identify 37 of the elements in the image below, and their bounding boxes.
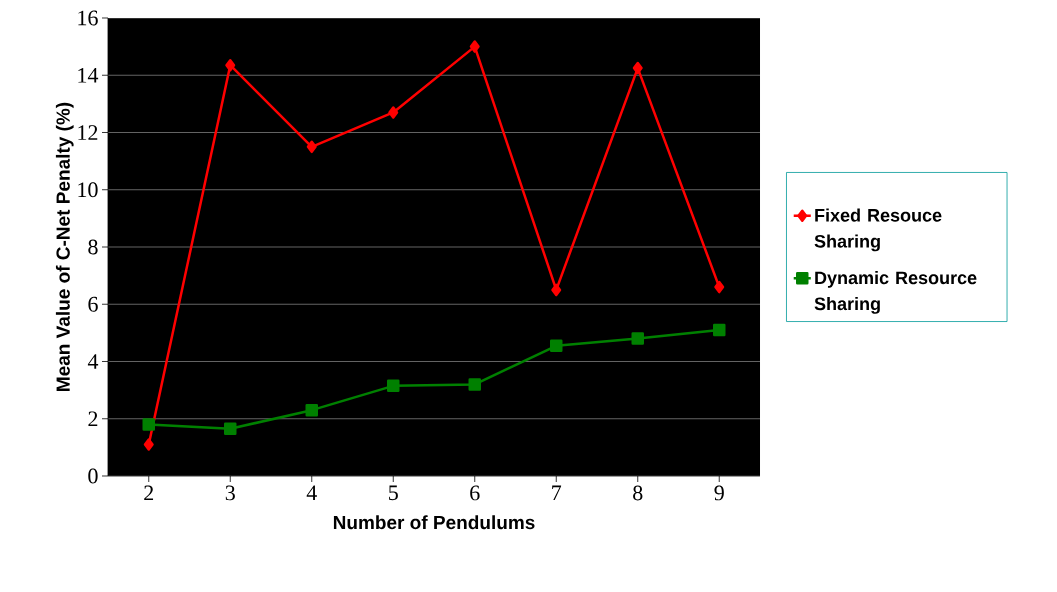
point — [142, 418, 155, 431]
point — [551, 283, 562, 297]
x-tick-label: 6 — [470, 485, 480, 501]
y-tick-label: 8 — [88, 239, 98, 255]
x-tick-label: 4 — [306, 485, 317, 501]
x-tick-label: 2 — [144, 485, 154, 501]
x-tick-label: 9 — [714, 485, 724, 501]
y-tick-label: 10 — [78, 182, 98, 198]
y-tick-label: 2 — [88, 411, 98, 427]
point — [469, 40, 480, 53]
y-tick-label: 12 — [78, 125, 98, 140]
x-tick-label: 8 — [633, 485, 643, 501]
point — [224, 422, 237, 436]
point — [388, 106, 399, 119]
y-tick-label: 0 — [88, 468, 98, 484]
point — [632, 61, 643, 75]
point — [631, 332, 644, 345]
y-tick-label: 16 — [78, 10, 98, 26]
point — [305, 403, 318, 417]
legend-label: Fixed Resouce Sharing — [814, 208, 942, 252]
y-axis-title: Mean Value of C-Net Penalty (%) — [55, 102, 74, 391]
point — [387, 379, 400, 393]
y-tick-label: 4 — [87, 354, 99, 369]
x-axis-title: Number of Pendulums — [333, 515, 535, 530]
x-tick-label: 5 — [389, 485, 398, 501]
point — [143, 438, 154, 451]
point — [713, 323, 726, 337]
y-tick-label: 14 — [78, 67, 99, 83]
y-tick-label: 6 — [88, 296, 98, 312]
point — [225, 58, 236, 72]
point — [550, 339, 563, 352]
point — [306, 140, 317, 154]
x-tick-label: 3 — [225, 485, 235, 501]
point — [714, 280, 725, 294]
point — [468, 378, 481, 391]
x-tick-label: 7 — [552, 485, 562, 500]
legend-label: Dynamic Resource Sharing — [814, 270, 977, 314]
